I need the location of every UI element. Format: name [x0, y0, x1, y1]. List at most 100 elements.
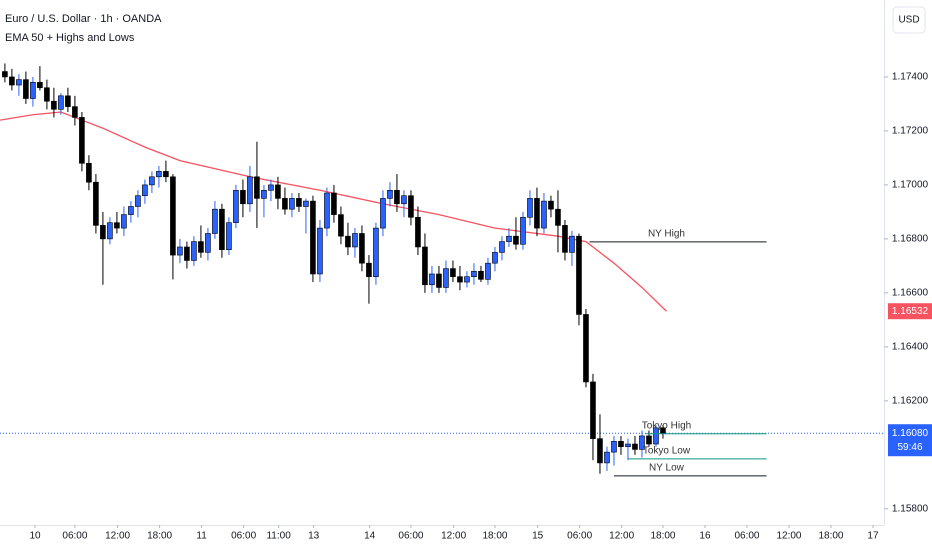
candle-body [2, 71, 8, 78]
candle-body [590, 381, 596, 439]
candle-body [429, 273, 435, 286]
candle-body [653, 427, 659, 445]
x-tick-label: 17 [867, 531, 879, 542]
candle-body [485, 262, 491, 280]
candle-body [114, 222, 120, 229]
x-tick-label: 12:00 [609, 531, 634, 542]
candle-body [170, 176, 176, 256]
candle-body [107, 222, 113, 240]
candle-body [205, 233, 211, 253]
candle-body [296, 198, 302, 207]
candle-body [51, 100, 57, 110]
countdown-label: 59:46 [897, 442, 922, 453]
candle-body [289, 198, 295, 210]
y-tick-label: 1.16600 [892, 288, 929, 299]
x-tick-label: 14 [364, 531, 376, 542]
candle-body [135, 195, 141, 207]
candle-body [261, 189, 267, 199]
candle-body [492, 252, 498, 264]
candle-body [44, 87, 50, 102]
candle-body [436, 273, 442, 288]
candle-body [156, 171, 162, 178]
currency-button[interactable] [892, 6, 926, 34]
y-tick-label: 1.17400 [892, 72, 929, 83]
x-tick-label: 18:00 [818, 531, 843, 542]
y-tick-label: 1.16800 [892, 234, 929, 245]
candle-body [625, 443, 631, 448]
candle-body [534, 198, 540, 229]
candle-body [65, 95, 71, 107]
candle-body [597, 438, 603, 464]
candle-body [268, 184, 274, 191]
candle-body [366, 262, 372, 277]
x-tick-label: 06:00 [231, 531, 256, 542]
candle-body [527, 198, 533, 218]
candle-body [303, 200, 309, 207]
level-label: NY High [648, 228, 685, 239]
ema-price-box [888, 303, 932, 320]
candle-body [30, 82, 36, 99]
candle-body [555, 208, 561, 226]
x-tick-label: 15 [532, 531, 544, 542]
candle-body [198, 241, 204, 253]
x-tick-label: 06:00 [398, 531, 423, 542]
x-tick-label: 18:00 [147, 531, 172, 542]
candle-body [646, 435, 652, 445]
currency-label: USD [898, 15, 919, 26]
candle-body [149, 176, 155, 186]
candle-body [604, 451, 610, 464]
candle-body [380, 198, 386, 229]
x-tick-label: 06:00 [567, 531, 592, 542]
level-label: Tokyo High [642, 420, 691, 431]
candle-body [177, 246, 183, 256]
last-price-label: 1.16080 [892, 428, 929, 439]
candle-body [415, 216, 421, 248]
candle-body [331, 192, 337, 215]
y-tick-label: 1.15800 [892, 503, 929, 514]
candle-body [457, 276, 463, 283]
candle-body [324, 192, 330, 229]
candle-body [254, 176, 260, 199]
candle-body [408, 195, 414, 218]
candle-body [93, 181, 99, 226]
candle-body [401, 195, 407, 205]
candle-body [478, 270, 484, 280]
candle-body [142, 184, 148, 196]
x-tick-label: 18:00 [650, 531, 675, 542]
y-tick-label: 1.17200 [892, 126, 929, 137]
candle-body [121, 214, 127, 229]
candle-body [422, 246, 428, 286]
candle-body [576, 235, 582, 315]
candle-body [163, 171, 169, 178]
candle-body [226, 222, 232, 250]
x-tick-label: 12:00 [105, 531, 130, 542]
candle-body [520, 216, 526, 245]
x-tick-label: 12:00 [441, 531, 466, 542]
candle-body [541, 200, 547, 229]
candle-body [219, 208, 225, 250]
candle-body [639, 435, 645, 450]
candle-body [443, 268, 449, 288]
candle-body [212, 208, 218, 234]
candle-body [9, 76, 15, 86]
candle-body [583, 314, 589, 383]
candle-body [240, 189, 246, 205]
x-tick-label: 18:00 [482, 531, 507, 542]
candle-body [373, 227, 379, 277]
candle-body [58, 95, 64, 110]
y-tick-label: 1.16200 [892, 395, 929, 406]
candle-body [352, 233, 358, 248]
candle-body [359, 233, 365, 264]
level-label: NY Low [649, 463, 685, 474]
candle-body [660, 427, 666, 434]
candle-body [247, 176, 253, 205]
candle-body [275, 184, 281, 199]
candle-body [394, 189, 400, 205]
candle-body [338, 214, 344, 237]
x-tick-label: 10 [29, 531, 41, 542]
candle-body [464, 276, 470, 283]
x-tick-label: 12:00 [776, 531, 801, 542]
chart-title: Euro / U.S. Dollar · 1h · OANDA [5, 13, 162, 25]
